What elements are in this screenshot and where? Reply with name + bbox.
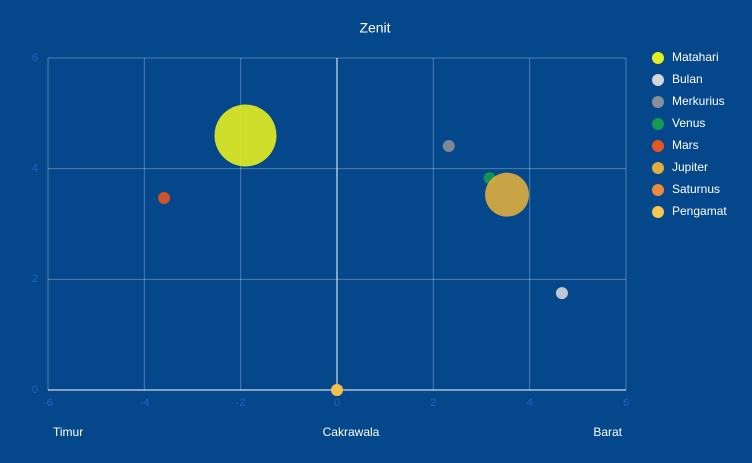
x-tick-label: -6 — [43, 397, 53, 409]
bubble — [331, 384, 343, 396]
x-tick-label: -2 — [236, 397, 246, 409]
legend-marker — [652, 74, 664, 86]
legend-marker — [652, 184, 664, 196]
x-axis-label: Timur — [53, 425, 83, 439]
x-axis-label: Barat — [593, 425, 622, 439]
x-tick-label: 6 — [623, 397, 629, 409]
x-tick-label: 4 — [527, 397, 533, 409]
bubble — [485, 172, 530, 217]
x-tick-label: 0 — [334, 397, 340, 409]
legend-label: Mars — [672, 138, 699, 152]
legend-marker — [652, 96, 664, 108]
legend-label: Bulan — [672, 72, 703, 86]
bubble — [442, 139, 455, 152]
y-tick-label: 6 — [32, 52, 38, 64]
legend-marker — [652, 162, 664, 174]
legend-marker — [652, 206, 664, 218]
legend-label: Merkurius — [672, 94, 725, 108]
bubble — [214, 104, 277, 167]
legend-marker — [652, 52, 664, 64]
x-axis-label: Cakrawala — [323, 425, 380, 439]
legend-label: Matahari — [672, 50, 719, 64]
legend-label: Pengamat — [672, 204, 727, 218]
y-tick-label: 0 — [32, 384, 38, 396]
x-tick-label: -4 — [139, 397, 149, 409]
legend-label: Jupiter — [672, 160, 708, 174]
legend-marker — [652, 118, 664, 130]
y-tick-label: 4 — [32, 163, 38, 175]
bubble — [158, 191, 171, 204]
x-tick-label: 2 — [430, 397, 436, 409]
bubble — [555, 287, 568, 300]
chart-title: Zenit — [359, 20, 390, 36]
y-tick-label: 2 — [32, 273, 38, 285]
legend-label: Saturnus — [672, 182, 720, 196]
legend-marker — [652, 140, 664, 152]
legend-label: Venus — [672, 116, 705, 130]
